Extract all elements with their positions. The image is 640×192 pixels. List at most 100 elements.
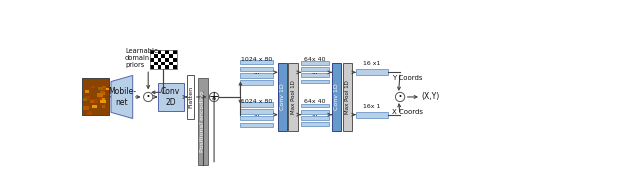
Bar — [157, 65, 161, 69]
Bar — [241, 102, 273, 107]
Bar — [301, 74, 329, 77]
Bar — [150, 58, 154, 62]
Bar — [173, 65, 177, 69]
Bar — [169, 54, 173, 58]
Text: (X,Y): (X,Y) — [422, 93, 440, 101]
Circle shape — [143, 92, 153, 102]
Text: ...: ... — [312, 111, 318, 117]
Bar — [102, 86, 106, 90]
Bar — [301, 103, 329, 107]
Bar — [169, 62, 173, 65]
Bar — [161, 50, 165, 54]
Text: +: + — [209, 90, 220, 103]
Bar — [150, 62, 154, 65]
Bar — [278, 63, 287, 131]
Bar — [173, 54, 177, 58]
Bar — [157, 54, 161, 58]
Bar — [343, 63, 352, 131]
Bar — [150, 50, 154, 54]
Text: 64x 40: 64x 40 — [304, 56, 326, 62]
Bar — [241, 116, 273, 120]
Bar — [150, 54, 154, 58]
Bar — [83, 79, 109, 115]
Bar — [154, 54, 157, 58]
Bar — [150, 65, 154, 69]
Bar — [301, 67, 329, 71]
Bar — [241, 109, 273, 113]
Bar — [173, 62, 177, 65]
Text: Max Pool 1D: Max Pool 1D — [345, 80, 350, 114]
Text: Positional encoding: Positional encoding — [200, 91, 205, 152]
Bar — [301, 80, 329, 84]
Text: Y Coords: Y Coords — [392, 75, 423, 81]
Bar — [102, 105, 106, 108]
Bar — [301, 110, 329, 113]
Bar — [165, 58, 169, 62]
Text: ...: ... — [253, 69, 260, 74]
Bar — [154, 58, 157, 62]
Bar — [161, 62, 165, 65]
Bar — [241, 80, 273, 85]
Bar — [99, 97, 102, 100]
Bar — [150, 50, 177, 69]
Bar — [157, 50, 161, 54]
Bar — [92, 99, 97, 103]
Bar — [241, 123, 273, 127]
Bar — [101, 88, 105, 92]
Text: 16x 1: 16x 1 — [364, 103, 381, 108]
Bar — [83, 79, 109, 115]
Text: Mobile-
net: Mobile- net — [108, 87, 136, 107]
Bar — [83, 106, 89, 110]
Bar — [99, 91, 104, 94]
Text: 16 x1: 16 x1 — [364, 61, 381, 66]
Bar — [85, 90, 90, 93]
Bar — [198, 79, 208, 165]
Bar — [165, 50, 169, 54]
Bar — [165, 62, 169, 65]
Bar — [356, 69, 388, 75]
Bar — [241, 60, 273, 64]
Bar — [157, 62, 161, 65]
Text: Flatten: Flatten — [188, 86, 193, 108]
Bar — [87, 111, 92, 115]
Bar — [97, 93, 103, 97]
Bar — [165, 54, 169, 58]
Bar — [92, 86, 95, 89]
Text: Max Pool 1D: Max Pool 1D — [291, 80, 296, 114]
Bar — [161, 58, 165, 62]
Text: X Coords: X Coords — [392, 109, 423, 115]
Bar — [169, 50, 173, 54]
Bar — [173, 50, 177, 54]
Bar — [241, 74, 273, 78]
Text: Conv
2D: Conv 2D — [161, 87, 180, 107]
Bar — [85, 96, 90, 100]
Bar — [154, 50, 157, 54]
Bar — [92, 105, 97, 108]
Bar — [165, 65, 169, 69]
Bar — [301, 116, 329, 120]
Bar — [173, 58, 177, 62]
Bar — [157, 83, 184, 111]
Bar — [161, 65, 165, 69]
Bar — [169, 65, 173, 69]
Text: 1024 x 80: 1024 x 80 — [241, 56, 273, 62]
Polygon shape — [111, 75, 132, 118]
Bar — [101, 90, 105, 94]
Bar — [332, 63, 341, 131]
Bar — [100, 98, 105, 101]
Bar — [90, 100, 94, 103]
Bar — [98, 87, 103, 90]
Text: Conv 1D: Conv 1D — [280, 84, 285, 110]
Bar — [154, 62, 157, 65]
Bar — [301, 122, 329, 126]
Bar — [104, 88, 110, 90]
Text: 1024 x 80: 1024 x 80 — [241, 99, 273, 104]
Text: ...: ... — [312, 69, 318, 74]
Circle shape — [209, 92, 219, 102]
Bar — [161, 54, 165, 58]
Text: 64x 40: 64x 40 — [304, 99, 326, 104]
Bar — [187, 75, 194, 118]
Bar — [169, 58, 173, 62]
Text: Conv 1D: Conv 1D — [334, 84, 339, 110]
Bar — [356, 112, 388, 118]
